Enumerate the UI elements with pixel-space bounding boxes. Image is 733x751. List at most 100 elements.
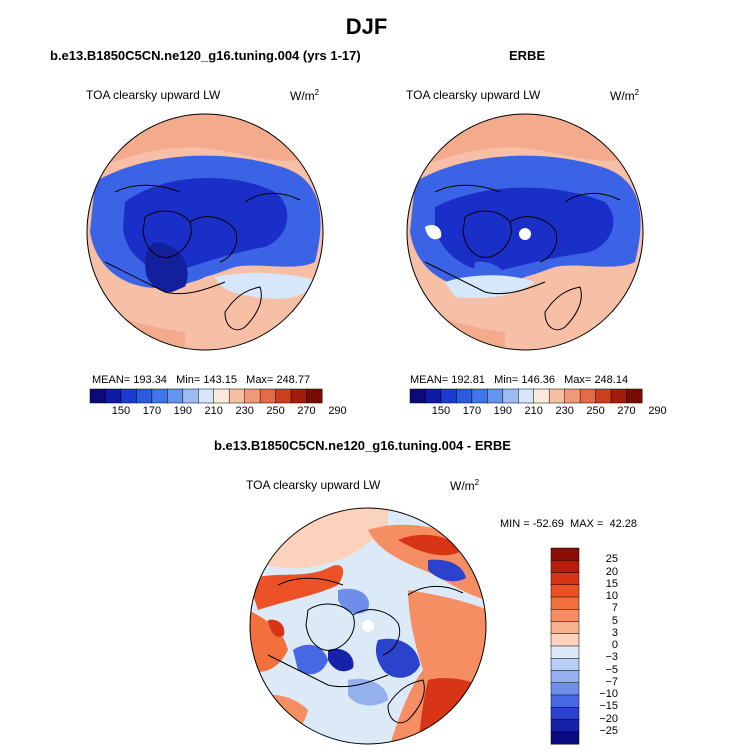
- obs-colorbar-box: [610, 388, 627, 404]
- diff-pole-marker: [362, 620, 374, 632]
- obs-colorbar-tick-label: 170: [462, 405, 482, 417]
- obs-colorbar-box: [456, 388, 473, 404]
- model-colorbar-box: [198, 388, 215, 404]
- diff-colorbar-box: [550, 609, 580, 622]
- diff-colorbar-tick-label: 10: [605, 590, 618, 602]
- model-colorbar-box: [182, 388, 199, 404]
- model-colorbar-tick-label: 150: [111, 405, 131, 417]
- diff-colorbar-box: [550, 572, 580, 586]
- model-colorbar: [89, 388, 323, 404]
- diff-colorbar-box: [550, 547, 580, 561]
- obs-colorbar-tick-label: 230: [555, 405, 574, 417]
- diff-units-label: W/m2: [450, 478, 480, 493]
- obs-colorbar-box: [440, 388, 457, 404]
- diff-colorbar-tick-label: −5: [605, 663, 618, 676]
- diff-colorbar: [550, 547, 580, 745]
- model-panel-title: b.e13.B1850C5CN.ne120_g16.tuning.004 (yr…: [50, 48, 361, 63]
- obs-colorbar-box: [518, 388, 535, 404]
- obs-units-label: W/m2: [610, 88, 640, 103]
- diff-colorbar-tick-label: 5: [611, 614, 618, 627]
- model-colorbar-box: [244, 388, 261, 404]
- diff-colorbar-tick-label: −10: [599, 688, 618, 700]
- obs-colorbar-tick-label: 250: [586, 405, 605, 417]
- diff-colorbar-tick-label: 3: [611, 626, 618, 639]
- obs-colorbar: [409, 388, 643, 404]
- model-colorbar-tick-label: 170: [142, 405, 162, 417]
- model-colorbar-box: [136, 388, 153, 404]
- model-colorbar-box: [167, 388, 184, 404]
- obs-polar-map: [406, 113, 644, 351]
- diff-colorbar-box: [550, 633, 580, 647]
- model-units-label: W/m2: [290, 88, 320, 103]
- diff-colorbar-tick-label: 15: [605, 577, 618, 590]
- obs-colorbar-tick-label: 210: [524, 405, 543, 417]
- model-colorbar-box: [213, 388, 230, 404]
- diff-colorbar-box: [550, 707, 580, 720]
- obs-colorbar-box: [548, 388, 566, 404]
- model-colorbar-box: [228, 388, 246, 404]
- obs-panel-title: ERBE: [509, 48, 546, 63]
- model-colorbar-box: [120, 388, 137, 404]
- obs-colorbar-box: [502, 388, 519, 404]
- diff-colorbar-box: [550, 645, 580, 659]
- obs-colorbar-tick-label: 190: [493, 405, 512, 417]
- model-colorbar-box: [290, 388, 307, 404]
- diff-colorbar-box: [550, 670, 580, 684]
- model-polar-map: [86, 113, 324, 351]
- obs-colorbar-tick-label: 270: [617, 405, 636, 417]
- model-colorbar-tick-label: 210: [204, 405, 223, 417]
- obs-pole-marker: [519, 228, 531, 240]
- diff-colorbar-box: [550, 731, 580, 745]
- diff-colorbar-ticks: 25 20 15 10 7 5 3 0 −3 −5 −7 −10 −15 −20 −25: [580, 548, 630, 744]
- diff-colorbar-box: [550, 719, 580, 733]
- obs-variable-label: TOA clearsky upward LW: [406, 88, 541, 102]
- diff-colorbar-tick-label: −15: [599, 700, 618, 713]
- diff-colorbar-tick-label: 20: [605, 565, 618, 578]
- model-colorbar-tick-label: 250: [266, 405, 285, 417]
- diff-colorbar-box: [550, 596, 580, 610]
- obs-colorbar-box: [487, 388, 504, 404]
- diff-colorbar-box: [550, 682, 580, 696]
- model-colorbar-box: [151, 388, 168, 404]
- diff-panel-title: b.e13.B1850C5CN.ne120_g16.tuning.004 - E…: [214, 438, 511, 453]
- model-colorbar-tick-label: 190: [173, 405, 192, 417]
- diff-stats: MIN = -52.69 MAX = 42.28: [500, 518, 638, 530]
- obs-colorbar-box: [471, 388, 488, 404]
- obs-colorbar-ticks: 150 170 190 210 230 250 270 290: [410, 405, 667, 419]
- obs-colorbar-box: [533, 388, 550, 404]
- obs-colorbar-tick-label: 150: [431, 405, 451, 417]
- obs-colorbar-box: [564, 388, 581, 404]
- diff-colorbar-tick-label: −25: [599, 724, 618, 737]
- obs-stats: MEAN= 192.81 Min= 146.36 Max= 248.14: [410, 374, 629, 386]
- diff-colorbar-tick-label: −7: [605, 675, 618, 688]
- figure-title: DJF: [345, 14, 388, 39]
- obs-colorbar-box: [579, 388, 597, 404]
- diff-colorbar-box: [550, 584, 580, 598]
- diff-colorbar-box: [550, 694, 580, 708]
- model-colorbar-box: [275, 388, 292, 404]
- diff-colorbar-box: [550, 560, 580, 573]
- obs-colorbar-box: [409, 388, 426, 404]
- diff-colorbar-tick-label: 0: [611, 639, 618, 651]
- model-colorbar-box: [306, 388, 323, 404]
- diff-colorbar-box: [550, 621, 580, 635]
- model-colorbar-tick-label: 230: [235, 405, 254, 417]
- diff-colorbar-tick-label: −3: [605, 651, 618, 664]
- diff-colorbar-tick-label: 25: [605, 553, 618, 566]
- diff-colorbar-tick-label: −20: [599, 712, 618, 725]
- diff-colorbar-box: [550, 658, 580, 671]
- diff-variable-label: TOA clearsky upward LW: [246, 478, 381, 492]
- model-colorbar-ticks: 150 170 190 210 230 250 270 290: [90, 405, 347, 419]
- model-colorbar-tick-label: 270: [297, 405, 316, 417]
- model-stats: MEAN= 193.34 Min= 143.15 Max= 248.77: [92, 374, 311, 386]
- obs-colorbar-box: [626, 388, 643, 404]
- diff-polar-map: [249, 507, 487, 745]
- model-colorbar-box: [89, 388, 106, 404]
- obs-colorbar-tick-label: 290: [648, 405, 667, 417]
- obs-colorbar-box: [595, 388, 612, 404]
- model-colorbar-box: [105, 388, 122, 404]
- model-colorbar-tick-label: 290: [328, 405, 347, 417]
- model-variable-label: TOA clearsky upward LW: [86, 88, 221, 102]
- obs-colorbar-box: [425, 388, 442, 404]
- model-colorbar-box: [259, 388, 277, 404]
